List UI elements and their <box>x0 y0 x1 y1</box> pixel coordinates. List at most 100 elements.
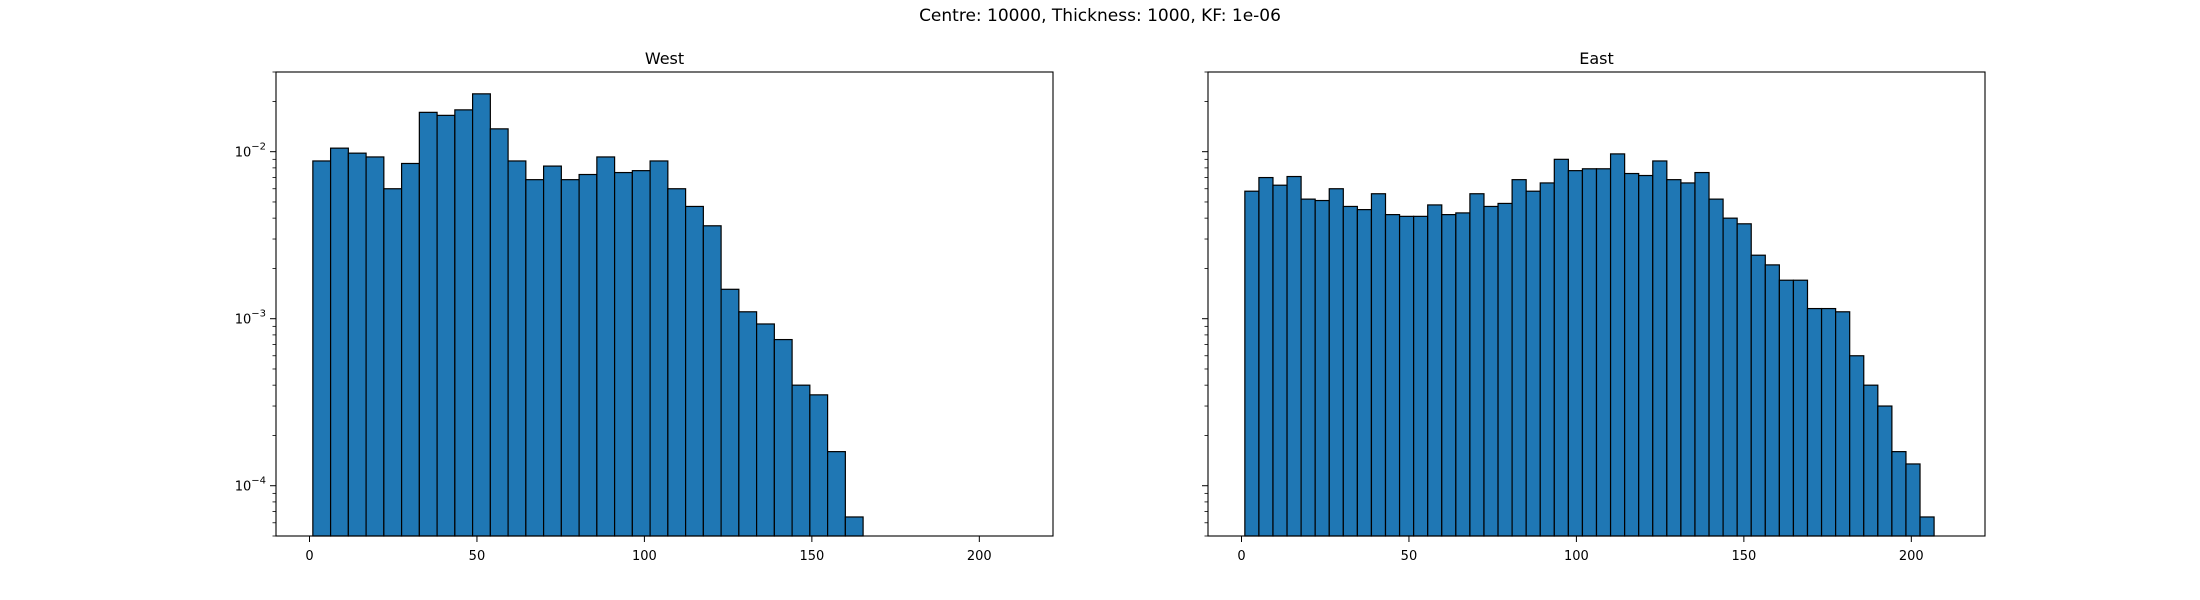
histogram-bar <box>1595 168 1612 537</box>
histogram-bar <box>329 147 349 537</box>
histogram-bar <box>1244 190 1260 537</box>
histogram-bar <box>1342 205 1358 537</box>
histogram-bar <box>1469 193 1485 537</box>
histogram-bar <box>400 162 420 537</box>
histogram-bar <box>1427 204 1443 537</box>
histogram-bar <box>1624 172 1640 537</box>
x-tick-label: 100 <box>1564 549 1589 564</box>
histogram-bar <box>1863 384 1879 537</box>
histogram-bar <box>684 205 704 537</box>
histogram-bar <box>1441 214 1457 537</box>
histogram-bar <box>667 188 687 537</box>
panel-west: West 0 50 100 150 200 10−4 10−3 10−2 <box>235 49 1054 564</box>
x-tick-label: 50 <box>469 549 486 564</box>
panel-title: East <box>1579 49 1614 68</box>
x-tick-label: 150 <box>799 549 824 564</box>
x-tick-label: 200 <box>967 549 992 564</box>
histogram-bar <box>1806 307 1823 537</box>
x-tick-label: 150 <box>1731 549 1756 564</box>
histogram-bar <box>1736 223 1752 537</box>
histogram-bar <box>1539 182 1555 537</box>
histogram-bar <box>1398 215 1415 537</box>
histogram-bar <box>1258 176 1274 537</box>
histogram-bar <box>844 516 864 537</box>
histogram-bar <box>1764 264 1780 537</box>
histogram-bar <box>720 288 740 537</box>
histogram-bar <box>312 160 332 537</box>
histogram-bar <box>383 188 403 537</box>
x-tick-label: 50 <box>1401 549 1418 564</box>
histogram-bar <box>454 109 474 537</box>
histogram-bar <box>1820 307 1837 537</box>
histogram-bar <box>631 170 651 537</box>
histogram-bar <box>1413 215 1429 537</box>
histogram-bar <box>738 311 758 537</box>
histogram-bar <box>756 323 775 537</box>
histogram-bar <box>471 93 491 537</box>
y-tick-label: 10−4 <box>235 476 266 495</box>
histogram-bar <box>578 173 598 537</box>
histogram-bar <box>702 225 722 537</box>
histogram-bar <box>1609 153 1626 537</box>
histogram-bar <box>1792 279 1809 537</box>
histogram-bar <box>542 165 562 537</box>
histogram-bar <box>1553 158 1569 537</box>
histogram-bar <box>1272 184 1288 537</box>
histogram-bar <box>1638 174 1654 537</box>
histogram-bar <box>1694 171 1710 537</box>
histogram-bar <box>1666 179 1682 537</box>
histogram-bar <box>560 179 580 537</box>
histogram-bar <box>1356 209 1373 537</box>
histogram-bar <box>1511 179 1527 537</box>
histogram-bar <box>365 156 385 537</box>
histogram-bar <box>1849 355 1865 537</box>
histogram-bar <box>436 114 456 537</box>
histogram-bar <box>1370 193 1387 537</box>
y-tick-label: 10−2 <box>235 142 266 161</box>
histogram-bar <box>1891 451 1907 537</box>
histogram-bar <box>1680 182 1696 537</box>
histogram-bar <box>418 111 438 537</box>
histogram-bar <box>596 156 616 537</box>
histogram-bar <box>1483 205 1499 537</box>
histogram-bar <box>1722 217 1738 537</box>
histogram-bar <box>1384 214 1401 537</box>
histogram-bar <box>1919 516 1935 537</box>
histogram-bar <box>1567 170 1584 537</box>
histogram-bar <box>1314 199 1330 537</box>
histogram-bar <box>827 451 846 537</box>
histogram-bar <box>1652 160 1668 537</box>
x-tick-label: 0 <box>305 549 313 564</box>
histogram-bar <box>1750 254 1766 537</box>
histogram-bar <box>1525 190 1541 537</box>
histogram-bar <box>613 171 633 537</box>
histogram-bar <box>1300 198 1316 537</box>
histogram-bar <box>1877 405 1893 537</box>
histogram-bar <box>1455 212 1471 537</box>
panel-title: West <box>645 49 684 68</box>
histogram-bar <box>507 160 527 537</box>
histogram-bar <box>1581 168 1598 537</box>
histogram-bar <box>791 384 811 537</box>
y-tick-label: 10−3 <box>235 309 266 328</box>
histogram-bar <box>1286 175 1302 537</box>
histogram-bar <box>1778 279 1795 537</box>
histogram-bar <box>347 152 367 537</box>
x-tick-label: 200 <box>1899 549 1924 564</box>
panel-east: East 0 50 100 150 200 <box>1202 49 1986 564</box>
x-tick-label: 100 <box>632 549 657 564</box>
histogram-bar <box>1497 202 1513 537</box>
figure-title: Centre: 10000, Thickness: 1000, KF: 1e-0… <box>919 6 1281 26</box>
x-tick-label: 0 <box>1237 549 1245 564</box>
histogram-bar <box>1328 188 1344 537</box>
histogram-bar <box>525 179 545 537</box>
histogram-bar <box>1835 311 1851 537</box>
histogram-bar <box>489 128 509 537</box>
histogram-bar <box>649 160 669 537</box>
histogram-bar <box>773 338 793 537</box>
histogram-bar <box>1708 198 1724 537</box>
histogram-bar <box>1905 463 1921 537</box>
histogram-bar <box>809 394 829 537</box>
axes-frame <box>1207 71 1986 537</box>
